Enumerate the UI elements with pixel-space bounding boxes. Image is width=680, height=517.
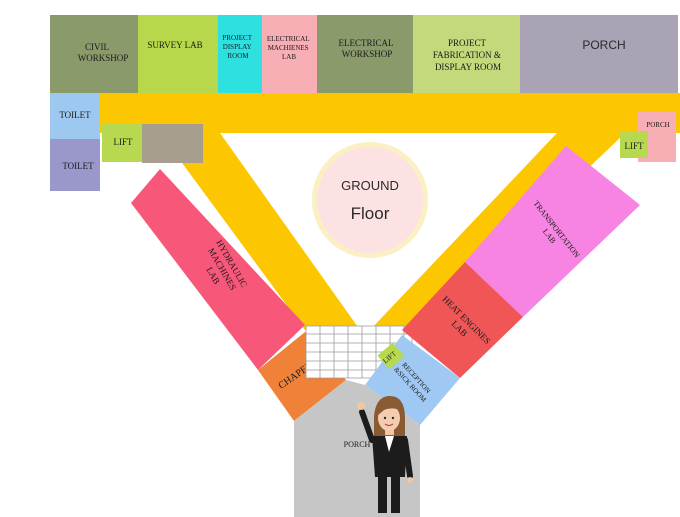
room-electrical-machines-label-3: LAB <box>282 53 296 61</box>
room-civil-workshop[interactable] <box>50 15 138 93</box>
room-heat-engines-lab[interactable] <box>402 262 523 378</box>
room-toilet-2[interactable] <box>50 139 100 191</box>
svg-text:PROJECT DISPLAY ROOM: PROJECT DISPLAY ROOM <box>222 34 253 60</box>
room-electrical-workshop[interactable] <box>317 15 413 93</box>
room-porch-right-label: PORCH <box>646 121 669 129</box>
room-electrical-machines-label-2: MACHIENES <box>268 44 309 52</box>
svg-text:CIVIL WORKSHOP: CIVIL WORKSHOP <box>78 42 129 63</box>
room-project-display-label-2: DISPLAY <box>223 43 252 51</box>
room-project-fabrication[interactable] <box>413 15 520 93</box>
room-project-fabrication-label-1: PROJECT <box>448 38 487 48</box>
room-porch-bottom-label: PORCH <box>344 440 371 449</box>
svg-text:PROJECT FABRICATION &: PROJECT FABRICATION & DISPLAY ROOM <box>433 38 503 72</box>
lift-left-label: LIFT <box>114 137 134 147</box>
room-porch-top-label: PORCH <box>582 38 625 52</box>
lift-right[interactable] <box>620 131 648 158</box>
room-project-fabrication-label-3: DISPLAY ROOM <box>435 62 501 72</box>
stair-left <box>142 124 203 163</box>
room-electrical-machines-lab[interactable] <box>262 15 317 93</box>
room-hydraulic-machines-lab[interactable] <box>131 169 305 370</box>
room-project-display-label-1: PROJECT <box>222 34 252 42</box>
left-corridor <box>160 133 360 330</box>
room-electrical-machines-label-1: ELECTRICAL <box>267 35 310 43</box>
room-project-fabrication-label-2: FABRICATION & <box>433 50 501 60</box>
room-electrical-workshop-label-2: WORKSHOP <box>342 49 393 59</box>
room-civil-workshop-label-1: CIVIL <box>85 42 109 52</box>
room-transportation-lab[interactable] <box>465 146 640 317</box>
ground-floor-title-2: Floor <box>351 204 390 223</box>
room-survey-lab-label: SURVEY LAB <box>147 40 202 50</box>
room-toilet-2-label: TOILET <box>62 161 94 171</box>
svg-text:ELECTRICAL WORKSHOP: ELECTRICAL WORKSHOP <box>339 38 396 59</box>
lift-bottom-right[interactable] <box>377 342 405 370</box>
top-corridor <box>100 93 680 133</box>
room-porch-top[interactable] <box>520 15 678 93</box>
lift-left[interactable] <box>102 124 142 162</box>
svg-text:ELECTRICAL MACHIENES L: ELECTRICAL MACHIENES LAB <box>267 35 311 61</box>
room-electrical-workshop-label-1: ELECTRICAL <box>339 38 394 48</box>
ground-floor-badge <box>317 147 423 253</box>
room-survey-lab[interactable] <box>138 15 218 93</box>
ground-floor-title-1: GROUND <box>341 178 399 193</box>
room-project-display[interactable] <box>218 15 262 93</box>
lift-right-label: LIFT <box>625 141 645 151</box>
room-toilet-1-label: TOILET <box>59 110 91 120</box>
room-project-display-label-3: ROOM <box>227 52 249 60</box>
svg-text:SURVEY LAB: SURVEY LAB <box>147 40 202 50</box>
room-civil-workshop-label-2: WORKSHOP <box>78 53 129 63</box>
person-icon <box>357 396 413 513</box>
room-toilet-1[interactable] <box>50 93 100 139</box>
